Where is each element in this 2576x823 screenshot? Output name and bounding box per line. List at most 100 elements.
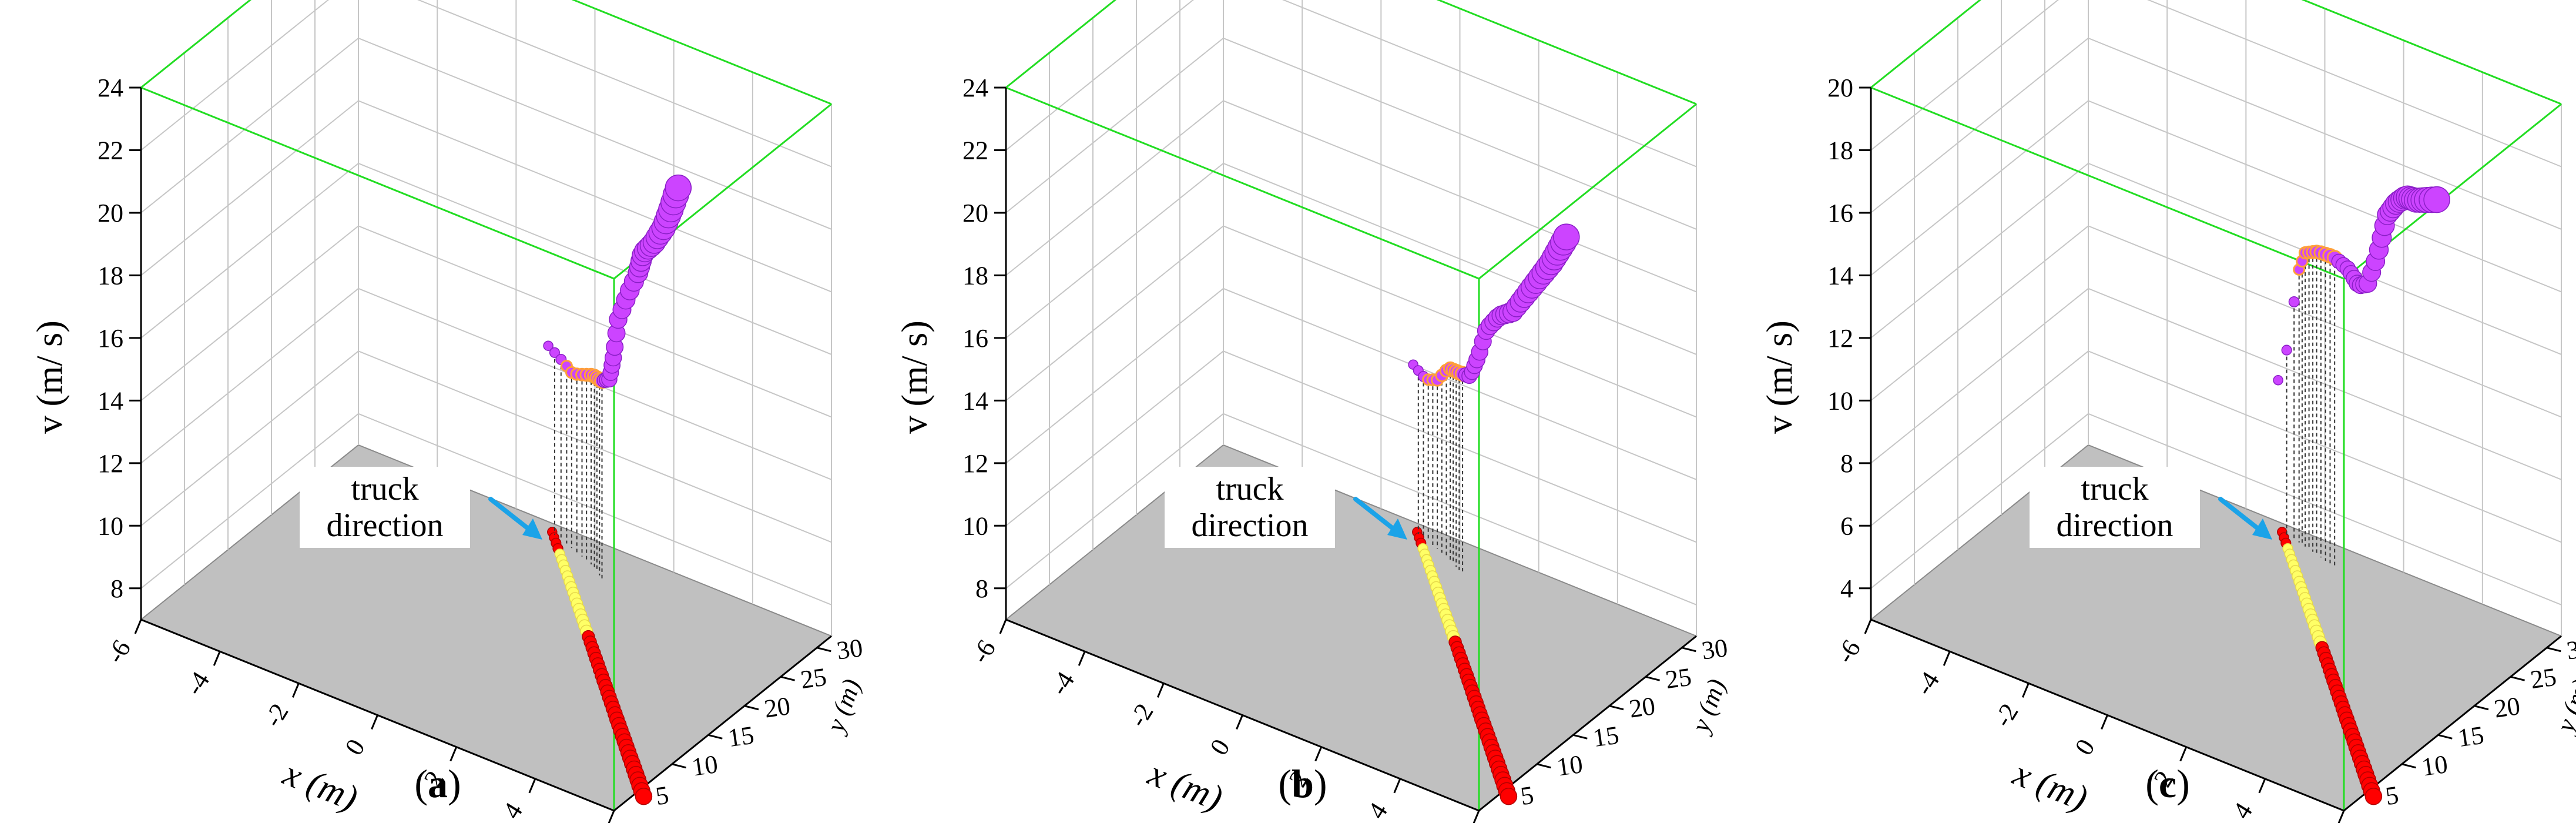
horizontal-gridline xyxy=(1870,413,2562,605)
z-tick-label: 12 xyxy=(962,449,988,478)
y-tick-label: 15 xyxy=(726,721,756,753)
z-tick-label: 20 xyxy=(98,199,123,228)
arrow-shaft xyxy=(2218,497,2264,534)
z-tick-label: 16 xyxy=(962,324,988,353)
speed-point xyxy=(549,347,560,358)
horizontal-gridline xyxy=(1870,100,2562,293)
x-tick-mark xyxy=(1943,651,1951,666)
y-tick-label: 30 xyxy=(2565,633,2576,665)
arrow-head xyxy=(1387,518,1407,540)
y-tick-mark xyxy=(780,675,796,681)
x-tick-mark xyxy=(2337,810,2345,823)
x-tick-mark xyxy=(2021,683,2030,698)
x-tick-label: -2 xyxy=(1123,698,1159,732)
speed-point xyxy=(2288,296,2300,307)
y-tick-mark xyxy=(2474,705,2489,711)
x-tick-label: 0 xyxy=(2069,734,2101,761)
y-tick-mark xyxy=(2546,647,2561,653)
y-tick-label: 5 xyxy=(2384,781,2401,811)
box-top-back-edge xyxy=(140,0,832,105)
x-tick-mark xyxy=(999,619,1007,634)
z-axis-label: v (m/ s) xyxy=(1760,320,1800,434)
horizontal-gridline xyxy=(1005,37,1697,230)
y-tick-label: 10 xyxy=(2420,750,2449,782)
annotation-box xyxy=(300,467,470,548)
y-axis-line xyxy=(613,635,832,812)
z-tick-label: 16 xyxy=(1827,199,1853,228)
panel-label-letter: a xyxy=(428,761,448,806)
y-tick-mark xyxy=(1572,734,1588,740)
arrow-shaft xyxy=(1353,497,1399,534)
y-tick-label: 15 xyxy=(2456,721,2486,753)
annotation-line: direction xyxy=(1191,507,1308,544)
z-tick-label: 6 xyxy=(1840,511,1853,540)
z-tick-label: 10 xyxy=(962,511,988,540)
speed-point xyxy=(2281,344,2292,356)
x-tick-mark xyxy=(1236,714,1243,730)
arrow-head xyxy=(2252,518,2272,540)
y-tick-mark xyxy=(1537,763,1552,769)
horizontal-gridline xyxy=(140,0,832,105)
x-tick-mark xyxy=(1156,683,1165,698)
z-tick-label: 24 xyxy=(98,73,123,102)
y-tick-mark xyxy=(707,734,723,740)
y-tick-mark xyxy=(1609,705,1624,711)
z-tick-label: 12 xyxy=(98,449,123,478)
annotation-line: direction xyxy=(326,507,443,544)
y-tick-label: 30 xyxy=(835,633,864,665)
x-axis-line xyxy=(1870,618,2344,812)
z-tick-label: 14 xyxy=(962,386,988,415)
x-tick-mark xyxy=(1314,747,1323,762)
x-axis-line xyxy=(1005,618,1480,812)
x-tick-label: -2 xyxy=(1988,698,2024,732)
horizontal-gridline xyxy=(1005,287,1697,480)
z-tick-label: 18 xyxy=(962,261,988,290)
x-tick-mark xyxy=(2179,747,2188,762)
z-tick-label: 24 xyxy=(962,73,988,102)
x-tick-mark xyxy=(450,747,458,762)
y-tick-label: 20 xyxy=(1628,691,1657,724)
z-tick-label: 14 xyxy=(98,386,123,415)
y-tick-mark xyxy=(1645,675,1661,681)
y-tick-label: 30 xyxy=(1700,633,1729,665)
x-tick-label: -4 xyxy=(1044,667,1080,700)
box-top-back-edge xyxy=(1870,0,2562,105)
speed-point xyxy=(543,340,554,351)
z-tick-label: 18 xyxy=(1827,136,1853,165)
horizontal-gridline xyxy=(140,350,832,543)
annotation-line: truck xyxy=(1216,471,1283,507)
x-tick-label: -2 xyxy=(259,698,294,732)
x-axis-label: x (m) xyxy=(1142,753,1228,819)
annotation-box xyxy=(2030,467,2200,548)
annotation-line: truck xyxy=(2081,471,2148,507)
horizontal-gridline xyxy=(1870,162,2562,355)
z-tick-label: 14 xyxy=(1827,261,1853,290)
arrow-down-right-icon xyxy=(2218,497,2272,540)
arrow-down-right-icon xyxy=(488,497,542,540)
y-tick-mark xyxy=(816,647,831,653)
z-tick-label: 20 xyxy=(962,199,988,228)
panel-label-open: ( xyxy=(2145,761,2159,806)
annotation-line: truck xyxy=(351,471,418,507)
y-tick-label: 25 xyxy=(1663,663,1693,695)
horizontal-gridline xyxy=(140,225,832,418)
panel-label-close: ) xyxy=(448,761,461,806)
y-tick-label: 25 xyxy=(799,663,828,695)
x-tick-mark xyxy=(1864,619,1872,634)
speed-point xyxy=(665,174,692,202)
panel-label-open: ( xyxy=(1278,761,1292,806)
horizontal-gridline xyxy=(140,0,832,168)
z-tick-label: 8 xyxy=(975,574,988,603)
arrow-shaft xyxy=(488,497,534,534)
x-tick-label: -4 xyxy=(1909,667,1945,700)
x-tick-mark xyxy=(608,810,615,823)
y-tick-label: 15 xyxy=(1591,721,1621,753)
ground-track-point xyxy=(635,787,653,805)
x-tick-label: -4 xyxy=(179,667,215,700)
horizontal-gridline xyxy=(140,37,832,230)
x-tick-label: -6 xyxy=(1830,635,1866,668)
speed-point xyxy=(2273,375,2283,386)
z-tick-label: 10 xyxy=(1827,386,1853,415)
horizontal-gridline xyxy=(140,413,832,605)
speed-point xyxy=(1553,223,1580,250)
